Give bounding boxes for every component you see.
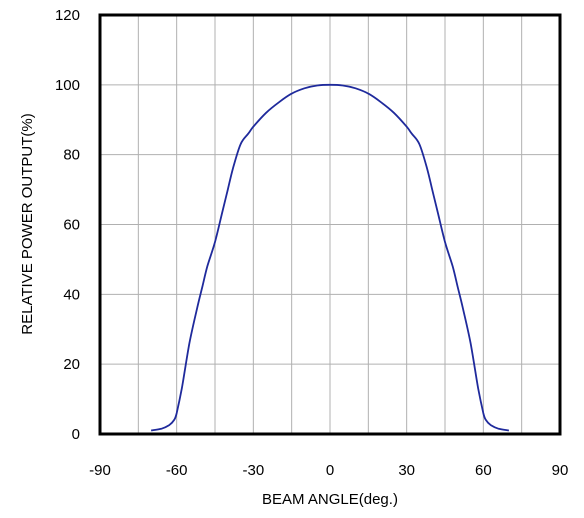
- x-tick-label: 0: [326, 462, 334, 479]
- x-tick-label: 60: [475, 462, 492, 479]
- y-tick-label: 60: [63, 217, 80, 234]
- plot-frame: [98, 13, 562, 436]
- series-line: [150, 83, 510, 432]
- x-tick-label: -60: [166, 462, 188, 479]
- y-tick-label: 20: [63, 356, 80, 373]
- y-tick-label: 40: [63, 286, 80, 303]
- x-axis-title: BEAM ANGLE(deg.): [262, 491, 398, 508]
- y-tick-label: 80: [63, 147, 80, 164]
- y-tick-label: 0: [72, 426, 80, 443]
- y-tick-labels: 0 20 40 60 80 100 120: [55, 7, 80, 443]
- grid: [100, 15, 560, 434]
- y-tick-label: 120: [55, 7, 80, 24]
- x-tick-label: 90: [552, 462, 569, 479]
- x-tick-labels: -90 -60 -30 0 30 60 90: [89, 462, 568, 479]
- y-tick-label: 100: [55, 77, 80, 94]
- x-tick-label: 30: [398, 462, 415, 479]
- y-axis-title: RELATIVE POWER OUTPUT(%): [19, 113, 36, 334]
- x-tick-label: -90: [89, 462, 111, 479]
- x-tick-label: -30: [242, 462, 264, 479]
